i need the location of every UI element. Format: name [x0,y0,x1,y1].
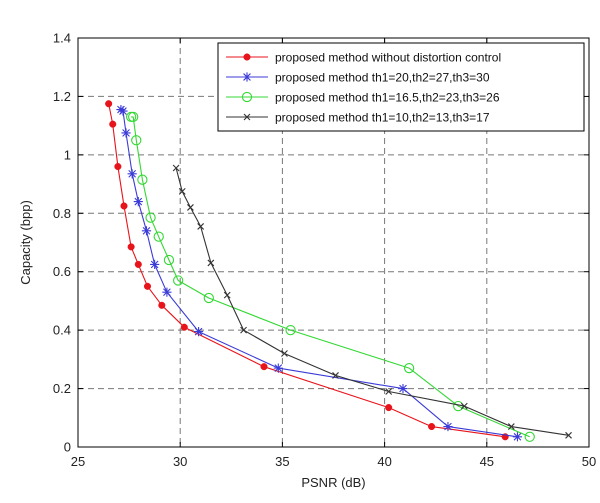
series-4-point [332,372,339,379]
y-axis: 0 0.2 0.4 0.6 0.8 1 1.2 1.4 [53,31,589,455]
legend-marker-3 [241,91,253,103]
series-4-point [187,204,194,211]
series-2-point [193,327,204,337]
series-1-point [385,404,393,412]
series-1-point [114,162,122,171]
legend-label-1: proposed method without distortion contr… [275,51,501,65]
legend-marker-1 [243,53,251,61]
series-1-point [127,243,135,251]
series-3-point [203,292,214,304]
series-3-point [128,111,139,123]
series-4-point [385,388,393,395]
series-4-point [507,423,515,430]
x-tick-label: 50 [582,454,596,469]
legend: proposed method without distortion contr… [217,42,585,132]
series-2-point [118,106,128,116]
series-2-point [273,363,283,373]
series-1-point [428,423,436,431]
plot-frame [77,37,590,448]
legend-marker-4 [243,113,251,121]
series-4-point [281,350,288,357]
legend-marker-2 [242,72,252,82]
series-2-point [141,226,152,236]
y-tick-label: 0.8 [53,206,71,221]
x-tick-label: 25 [71,454,85,469]
series-3-point [403,362,415,374]
series-2 [116,104,523,442]
series-3-point [285,324,296,336]
x-axis-label: PSNR (dB) [301,475,365,490]
y-tick-label: 1 [64,147,71,162]
series-3-point [524,431,535,442]
y-tick-label: 0.2 [53,381,71,396]
series-2-point [127,169,137,179]
y-tick-label: 0.4 [53,323,71,338]
series-2-point [162,287,172,297]
series-4-point [207,259,215,267]
series-1-point [158,301,166,309]
grid [78,38,589,447]
series-4-point [223,291,231,299]
x-axis: 25 30 35 40 45 50 [71,38,596,469]
series-4-point [197,223,205,230]
series-3-point [131,135,142,146]
series-1-point [134,260,142,268]
series-1-point [143,282,152,290]
series-2-point [150,259,160,270]
series-4-point [172,164,180,172]
series-4-point [460,402,468,410]
series-1-point [260,363,268,371]
y-axis-label: Capacity (bpp) [18,200,33,285]
legend-label-4: proposed method th1=10,th2=13,th3=17 [275,111,490,125]
series-3-point [145,212,156,223]
series-1-point [120,202,128,210]
series-4-point [240,326,247,334]
x-tick-label: 45 [480,454,494,469]
series-1-point [105,100,113,108]
x-tick-label: 35 [275,454,289,469]
series-4 [172,164,572,439]
legend-box [217,42,585,132]
series-3-point [173,275,184,286]
x-tick-label: 30 [173,454,187,469]
legend-label-2: proposed method th1=20,th2=27,th3=30 [275,71,490,85]
y-tick-label: 1.4 [53,31,71,46]
series-2-point [133,197,143,207]
series-2-point [512,432,523,442]
series-4-point [178,187,186,195]
series-4-point [565,431,572,439]
series-3-point [163,254,175,266]
series-1-point [180,323,188,331]
series-1 [105,100,509,441]
series-3-line [131,116,530,438]
y-tick-label: 1.2 [53,89,71,104]
series-1-point [109,120,117,128]
series-2-point [443,421,453,432]
series-2-point [121,128,131,138]
series-3 [125,111,535,442]
x-tick-label: 40 [377,454,391,469]
legend-label-3: proposed method th1=16.5,th2=23,th3=26 [275,91,500,105]
y-tick-label: 0.6 [53,264,71,279]
series-layer [105,100,572,442]
series-3-point [153,231,164,242]
series-2-point [398,383,408,394]
series-3-point [137,174,148,185]
y-tick-label: 0 [64,440,71,455]
